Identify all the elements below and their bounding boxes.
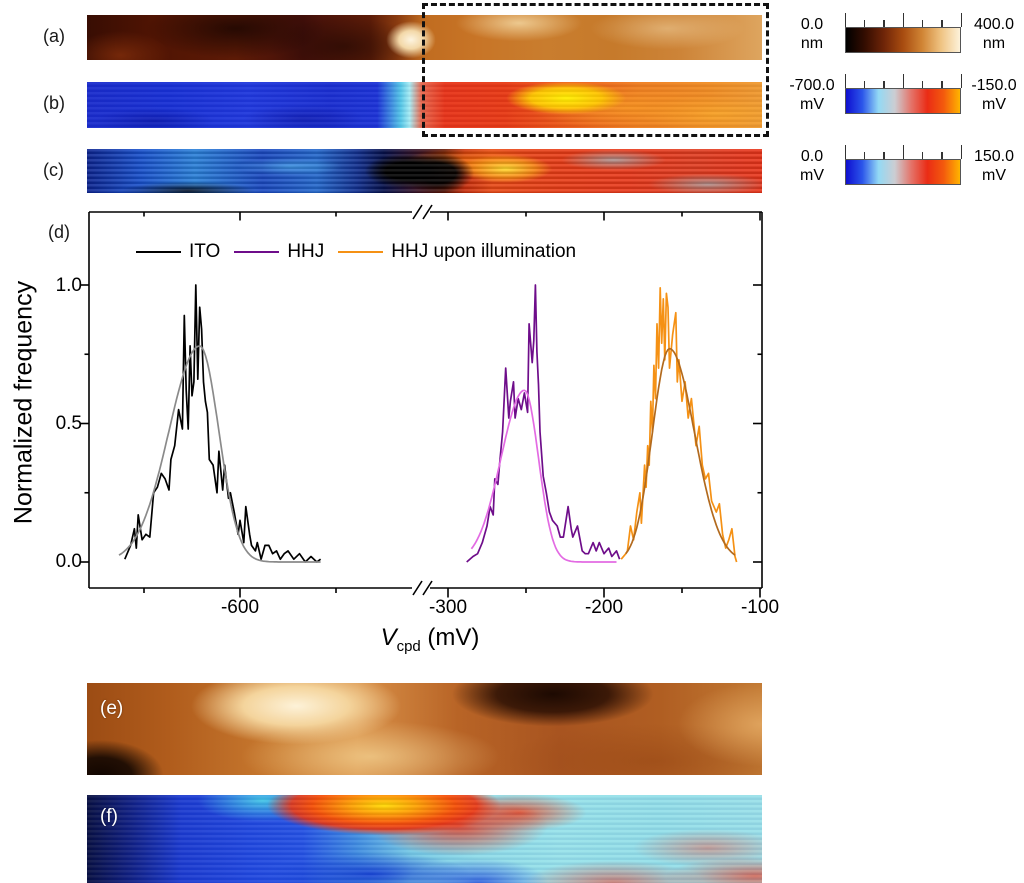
histogram-plot-canvas (80, 204, 763, 598)
y-tick-label-0.5: 0.5 (55, 413, 82, 434)
legend-line-hhj (234, 250, 280, 254)
x-tick-label-m200: -200 (584, 597, 624, 618)
x-tick-label-m300: -300 (428, 597, 468, 618)
legend-line-ito (136, 250, 181, 254)
colorbar-potential-dark-ticks (844, 74, 962, 88)
y-axis-title: Normalized frequency (9, 280, 38, 525)
colorbar-potential-light-left-label: 0.0 mV (800, 148, 824, 184)
colorbar-potential-dark-gradient (845, 88, 961, 114)
dashed-roi-box (422, 3, 769, 137)
panel-d-label: (d) (48, 222, 70, 242)
colorbar-height: 0.0 nm 400.0 nm (782, 13, 1024, 53)
x-tick-label-m600: -600 (220, 597, 260, 618)
panel-a-label: (a) (43, 26, 65, 46)
colorbar-potential-light-ticks (844, 145, 962, 159)
y-tick-label-1.0: 1.0 (55, 275, 82, 296)
panel-f-label: (f) (100, 806, 118, 827)
x-axis-symbol: V (380, 624, 397, 651)
panel-e-label: (e) (100, 698, 124, 719)
panel-e-topography-image (87, 683, 762, 775)
x-axis-title: Vcpd (mV) (330, 624, 530, 655)
colorbar-potential-dark-left-label: -700.0 mV (789, 77, 835, 113)
colorbar-height-ticks (844, 13, 962, 27)
panel-c-potential-image (87, 149, 762, 193)
legend-line-hhj-illuminated (338, 250, 384, 254)
legend-item-ito: ITO (136, 241, 220, 263)
colorbar-potential-light: 0.0 mV 150.0 mV (782, 145, 1024, 185)
colorbar-potential-dark-right-label: -150.0 mV (971, 77, 1017, 113)
x-tick-label-m100: -100 (740, 597, 780, 618)
x-axis-subscript: cpd (396, 637, 421, 655)
colorbar-potential-dark: -700.0 mV -150.0 mV (782, 74, 1024, 114)
panel-c-label: (c) (43, 160, 64, 180)
panel-f-potential-image (87, 795, 762, 883)
colorbar-potential-light-right-label: 150.0 mV (973, 148, 1015, 184)
colorbar-height-gradient (845, 27, 961, 53)
colorbar-potential-light-gradient (845, 159, 961, 185)
panel-b-label: (b) (43, 93, 65, 113)
legend-item-hhj-illuminated: HHJ upon illumination (338, 241, 576, 263)
legend-item-hhj: HHJ (234, 241, 324, 263)
y-tick-label-0.0: 0.0 (55, 551, 82, 572)
colorbar-height-left-label: 0.0 nm (800, 16, 824, 52)
x-axis-unit: (mV) (420, 624, 480, 651)
plot-legend: ITO HHJ HHJ upon illumination (136, 241, 576, 263)
colorbar-height-right-label: 400.0 nm (973, 16, 1015, 52)
